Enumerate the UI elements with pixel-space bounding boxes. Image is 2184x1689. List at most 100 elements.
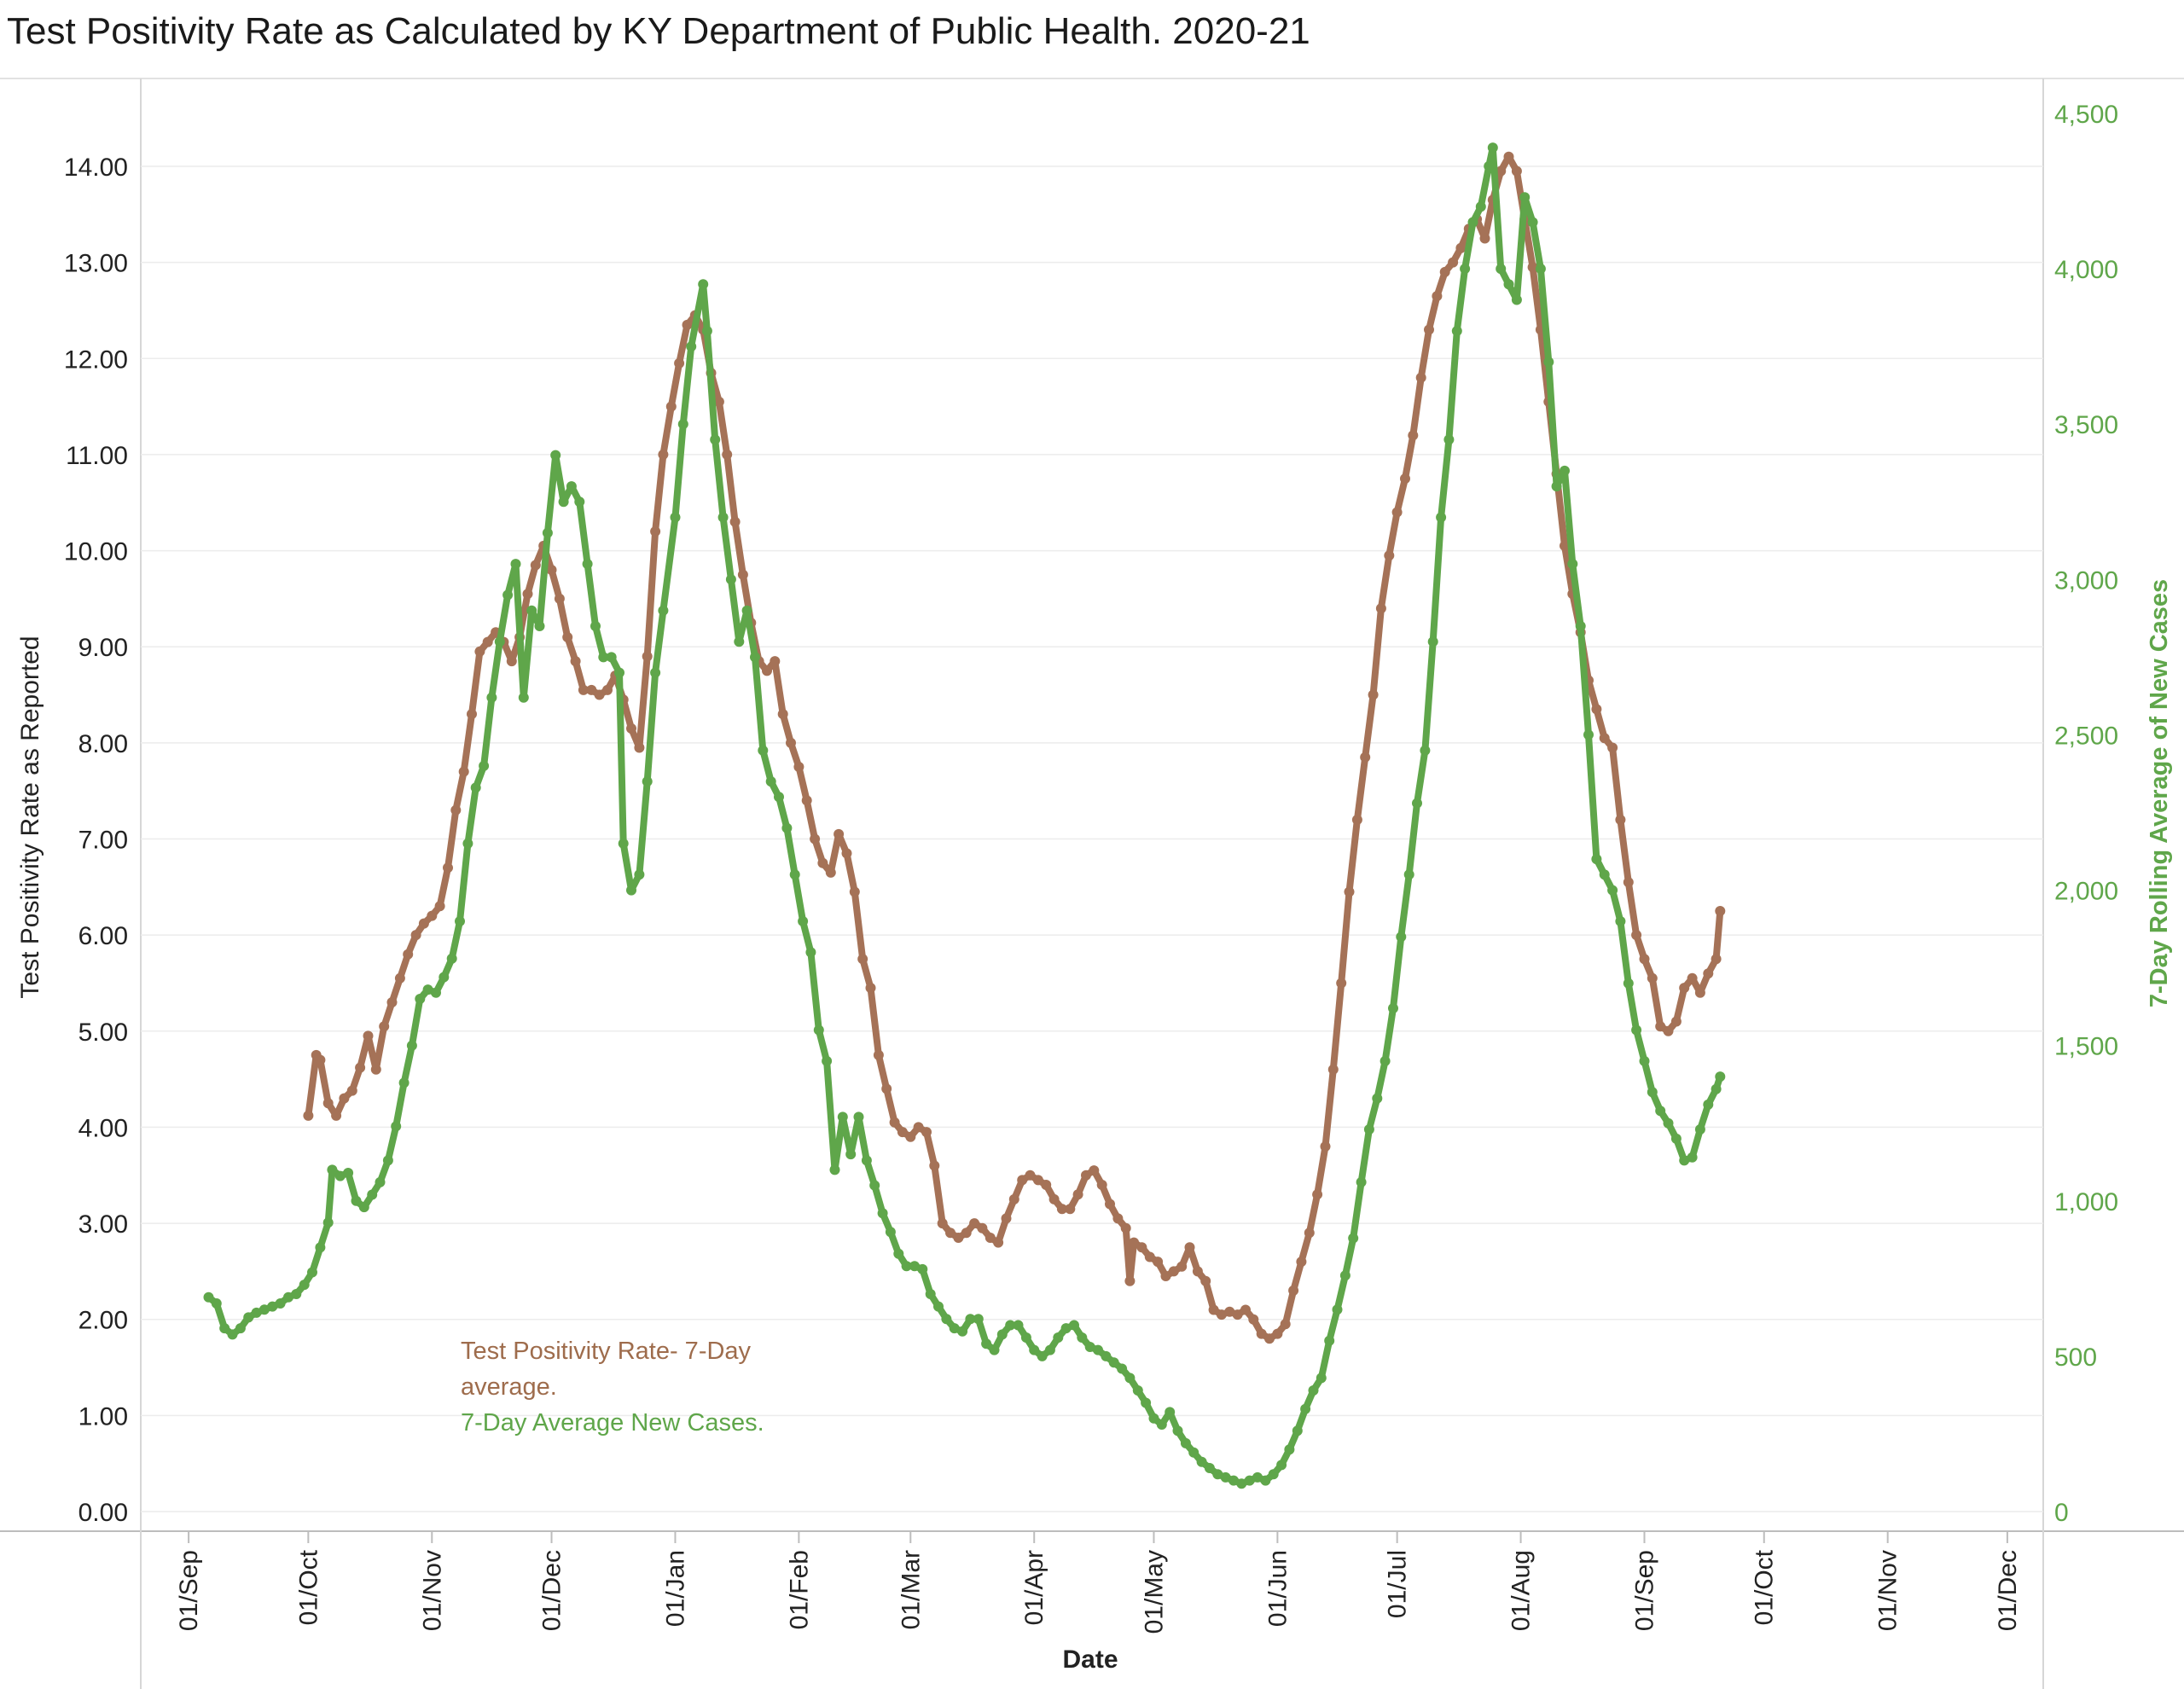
cases-point [598, 652, 609, 663]
cases-point [1276, 1460, 1287, 1471]
cases-point [698, 279, 709, 290]
cases-point [741, 605, 752, 616]
positivity-point [626, 723, 636, 734]
positivity-point [729, 516, 741, 527]
positivity-point [921, 1127, 932, 1138]
positivity-point [1639, 954, 1650, 965]
cases-point [227, 1329, 238, 1340]
cases-point [582, 559, 593, 570]
cases-point [1180, 1437, 1191, 1448]
cases-point [885, 1227, 896, 1238]
cases-point [479, 760, 490, 771]
cases-point [925, 1289, 936, 1299]
cases-point [853, 1111, 864, 1123]
positivity-point [1631, 930, 1642, 941]
positivity-point [937, 1218, 948, 1229]
cases-point [1436, 512, 1447, 523]
positivity-point [379, 1021, 390, 1032]
positivity-point [554, 593, 565, 604]
positivity-point [1344, 886, 1355, 897]
positivity-point [1711, 954, 1722, 965]
cases-point [358, 1202, 369, 1213]
x-tick-label: 01/Oct [1751, 1549, 1779, 1625]
cases-point [1511, 294, 1522, 305]
cases-point [1108, 1357, 1119, 1368]
cases-point [1715, 1071, 1726, 1082]
cases-point [837, 1111, 848, 1123]
cases-point [1503, 279, 1514, 290]
cases-point [258, 1304, 270, 1315]
positivity-point [1096, 1180, 1107, 1190]
cases-point [1467, 217, 1478, 228]
left-tick-label: 14.00 [64, 154, 128, 182]
cases-point [861, 1155, 872, 1166]
left-tick-label: 6.00 [78, 922, 128, 950]
cases-point [275, 1298, 286, 1309]
chart-title: Test Positivity Rate as Calculated by KY… [7, 10, 1310, 52]
x-tick-label: 01/Apr [1020, 1550, 1048, 1625]
cases-point [1443, 434, 1455, 445]
positivity-point [1360, 752, 1371, 763]
cases-point [1694, 1124, 1705, 1135]
cases-point [614, 667, 624, 678]
chart-frame [0, 78, 2184, 1689]
positivity-point [458, 766, 469, 777]
cases-point [391, 1121, 402, 1132]
cases-point [869, 1180, 880, 1191]
cases-point [618, 838, 629, 849]
cases-point [1412, 798, 1422, 809]
cases-point [1567, 559, 1578, 570]
positivity-point [810, 833, 821, 844]
positivity-point [722, 449, 733, 460]
cases-point [462, 838, 473, 849]
cases-point [251, 1307, 262, 1318]
positivity-point [913, 1122, 924, 1133]
right-tick-label: 2,500 [2054, 722, 2118, 750]
positivity-point [793, 762, 804, 772]
positivity-point [315, 1054, 326, 1065]
right-tick-label: 4,000 [2054, 256, 2118, 284]
positivity-point [1304, 1228, 1315, 1239]
cases-point [798, 916, 809, 926]
positivity-point [1694, 987, 1705, 998]
positivity-point [1408, 430, 1419, 441]
cases-point [1363, 1124, 1374, 1135]
cases-point [1487, 142, 1498, 154]
cases-point [1292, 1425, 1303, 1437]
x-tick-label: 01/Aug [1507, 1550, 1536, 1631]
cases-point [717, 512, 729, 523]
cases-point [917, 1263, 928, 1274]
cases-point [1475, 201, 1486, 212]
cases-point [893, 1248, 904, 1259]
positivity-point [1439, 266, 1450, 277]
cases-point [813, 1024, 824, 1036]
cases-point [550, 450, 561, 461]
cases-point [1252, 1471, 1263, 1483]
cases-point [243, 1312, 254, 1323]
positivity-point [322, 1098, 334, 1109]
cases-point [1332, 1304, 1343, 1315]
positivity-point [881, 1083, 892, 1094]
positivity-point [346, 1085, 357, 1096]
left-tick-label: 2.00 [78, 1307, 128, 1335]
positivity-point [1192, 1266, 1203, 1277]
cases-point [1339, 1270, 1350, 1281]
positivity-point [1105, 1199, 1115, 1210]
positivity-point [1424, 324, 1434, 335]
positivity-point [674, 357, 685, 369]
cases-point [626, 885, 636, 896]
cases-point [406, 1040, 417, 1051]
positivity-point [1264, 1333, 1275, 1344]
cases-point [1324, 1335, 1335, 1346]
cases-point [375, 1176, 386, 1187]
positivity-point [570, 656, 581, 667]
cases-point [1615, 916, 1626, 926]
cases-point [1069, 1320, 1079, 1331]
positivity-point [1216, 1309, 1227, 1320]
cases-point [1172, 1425, 1183, 1437]
cases-point [1496, 264, 1507, 275]
positivity-point [1056, 1204, 1067, 1215]
cases-point [315, 1242, 326, 1253]
cases-point [558, 496, 569, 508]
cases-point [343, 1168, 354, 1178]
